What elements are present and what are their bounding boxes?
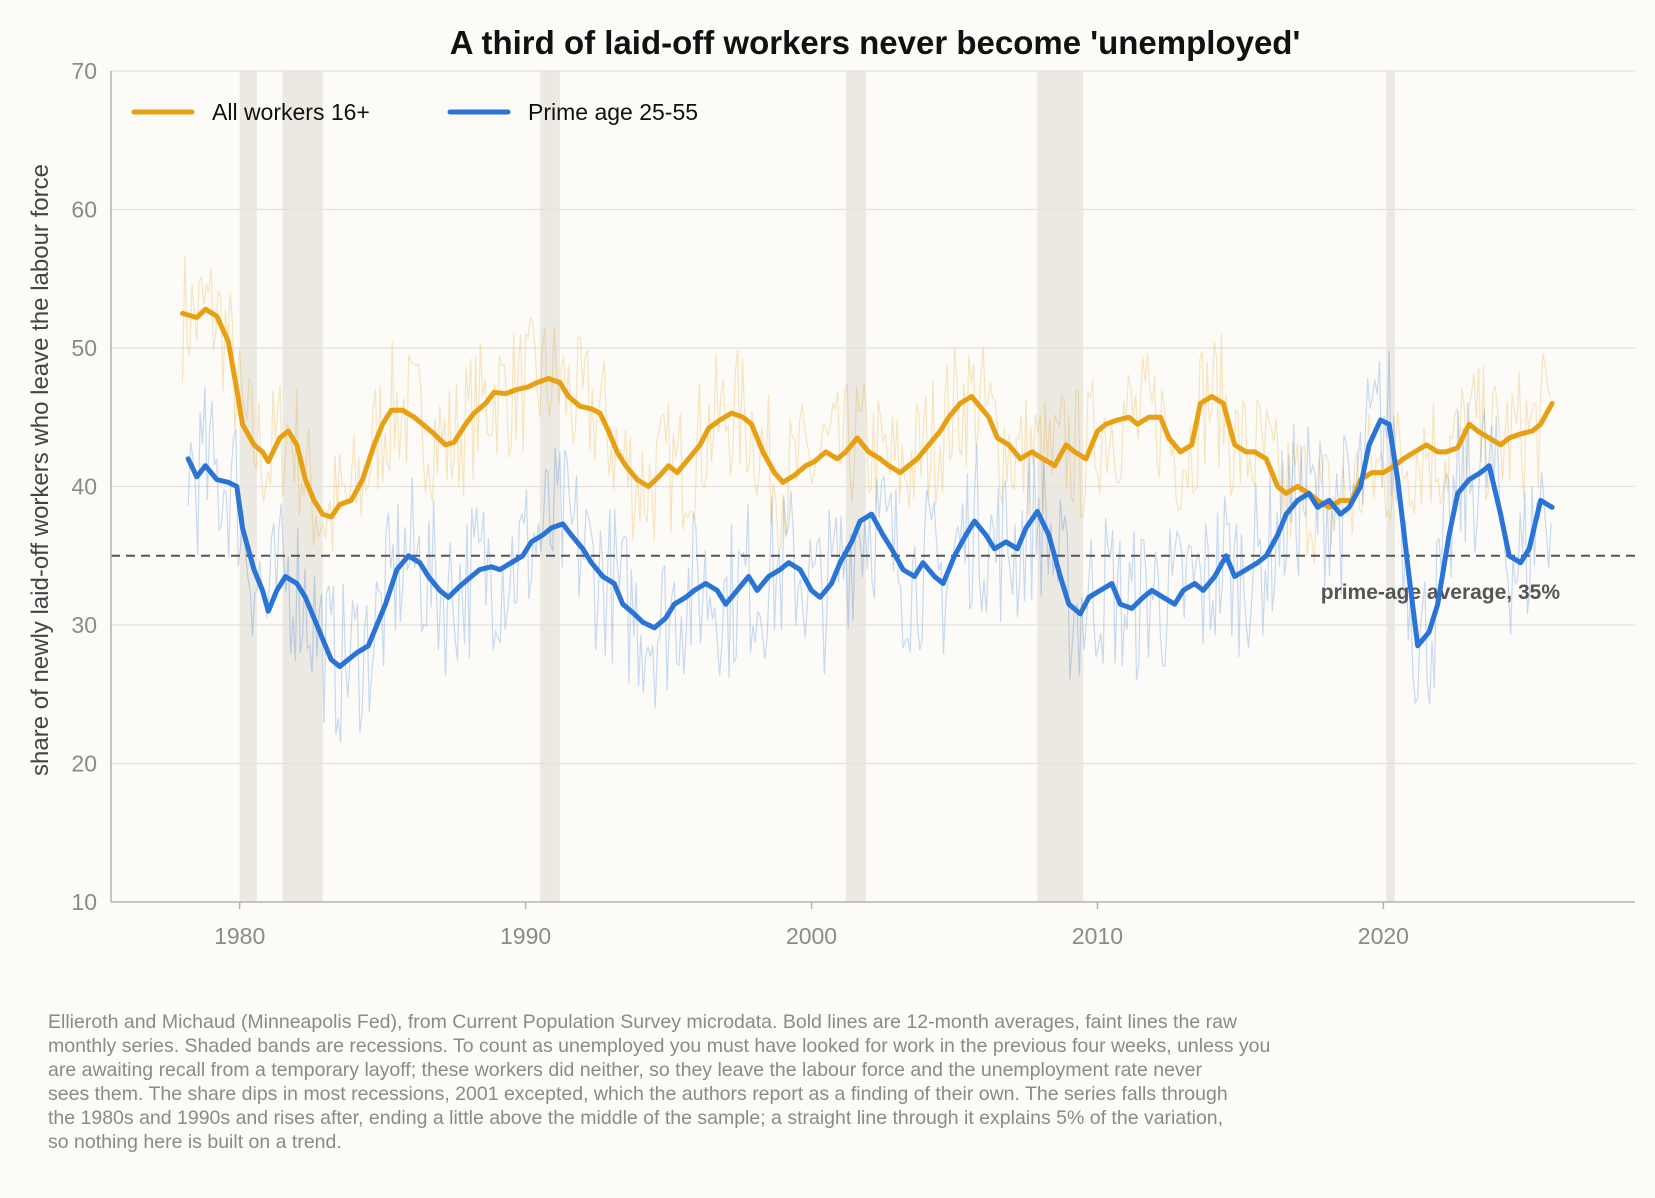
y-tick-label: 30 [71, 612, 97, 638]
series-line [185, 417, 1555, 669]
x-tick-label: 2000 [786, 923, 837, 949]
caption-line: so nothing here is built on a trend. [48, 1131, 342, 1153]
x-tick-label: 1980 [214, 923, 265, 949]
axes: 10 20 30 40 50 60 70 1980 1990 2000 2010 2020 [71, 58, 1635, 949]
y-tick-label: 60 [71, 197, 97, 223]
series-line [180, 306, 1555, 520]
x-tick-label: 2010 [1072, 923, 1123, 949]
caption-line: the 1980s and 1990s and rises after, end… [48, 1107, 1224, 1129]
caption-line: monthly series. Shaded bands are recessi… [48, 1035, 1271, 1057]
caption-line: Ellieroth and Michaud (Minneapolis Fed),… [48, 1011, 1238, 1033]
y-tick-label: 40 [71, 474, 97, 500]
y-tick-label: 70 [71, 58, 97, 84]
y-tick-label: 10 [71, 889, 97, 915]
caption-line: are awaiting recall from a temporary lay… [48, 1059, 1203, 1081]
chart-title: A third of laid-off workers never become… [450, 24, 1301, 61]
caption-line: sees them. The share dips in most recess… [48, 1083, 1228, 1105]
y-tick-label: 20 [71, 751, 97, 777]
source-caption: Ellieroth and Michaud (Minneapolis Fed),… [48, 1010, 1588, 1154]
x-tick-label: 2020 [1358, 923, 1409, 949]
chart: prime-age average, 35% 10203040506070198… [27, 24, 1635, 949]
y-axis-label: share of newly laid-off workers who leav… [27, 164, 54, 776]
raw-series-line [181, 255, 1551, 564]
x-tick-label: 1990 [500, 923, 551, 949]
legend-label: Prime age 25-55 [528, 99, 698, 125]
legend: All workers 16+ Prime age 25-55 [131, 99, 698, 125]
smoothed-series-layer [180, 306, 1555, 669]
gridlines [111, 70, 1635, 765]
legend-label: All workers 16+ [212, 99, 370, 125]
y-tick-label: 50 [71, 335, 97, 361]
